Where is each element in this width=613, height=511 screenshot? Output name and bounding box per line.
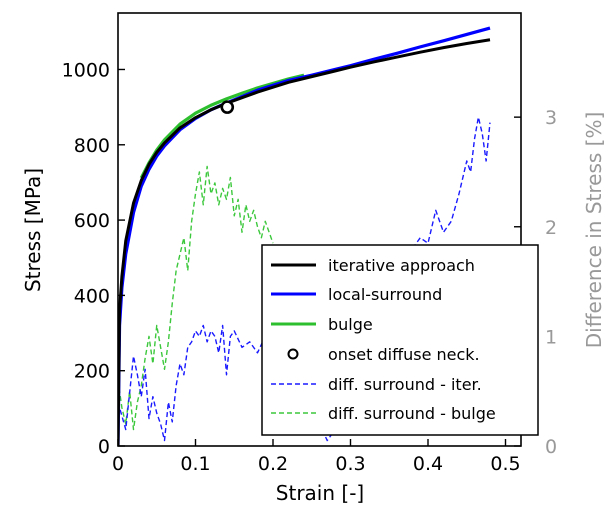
plot-frame <box>117 12 522 447</box>
ticks-layer: 0 0.1 0.2 0.3 0.4 0.5 0 200 400 600 800 1000 0 1 2 3 <box>62 59 557 475</box>
y-tick-label: 600 <box>74 210 110 232</box>
legend-label-diff-bulge: diff. surround - bulge <box>328 404 496 423</box>
x-tick-label: 0.1 <box>180 453 210 475</box>
x-axis-title: Strain [-] <box>276 481 364 505</box>
marker-layer <box>220 100 235 114</box>
legend-label-neck: onset diffuse neck. <box>328 345 480 364</box>
x-tick-label: 0 <box>112 453 124 475</box>
x-tick-label: 0.4 <box>413 453 443 475</box>
y2-axis-title: Difference in Stress [%] <box>582 112 606 348</box>
y2-tick-label: 2 <box>545 217 557 239</box>
legend-label-iterative: iterative approach <box>328 256 475 275</box>
y-tick-label: 1000 <box>62 59 110 81</box>
legend-label-local: local-surround <box>328 285 442 304</box>
y-tick-label: 400 <box>74 285 110 307</box>
y2-tick-label: 1 <box>545 326 557 348</box>
legend-label-diff-iter: diff. surround - iter. <box>328 375 482 394</box>
legend-swatch-neck-marker <box>287 348 299 360</box>
y-axis-title: Stress [MPa] <box>21 168 45 292</box>
y-tick-label: 800 <box>74 135 110 157</box>
y2-tick-label: 0 <box>545 436 557 458</box>
legend-box <box>261 244 539 436</box>
legend-label-bulge: bulge <box>328 315 373 334</box>
legend: iterative approach local-surround bulge … <box>261 244 539 436</box>
x-tick-label: 0.5 <box>490 453 520 475</box>
series-line-iterative-approach <box>118 38 491 446</box>
y-tick-label: 200 <box>74 361 110 383</box>
onset-diffuse-neck-marker <box>220 100 235 114</box>
y2-tick-label: 3 <box>545 107 557 129</box>
series-line-diff-surround-bulge <box>118 165 274 431</box>
x-tick-label: 0.3 <box>335 453 365 475</box>
y-tick-label: 0 <box>98 436 110 458</box>
x-tick-label: 0.2 <box>258 453 288 475</box>
series-line-bulge <box>139 73 305 179</box>
